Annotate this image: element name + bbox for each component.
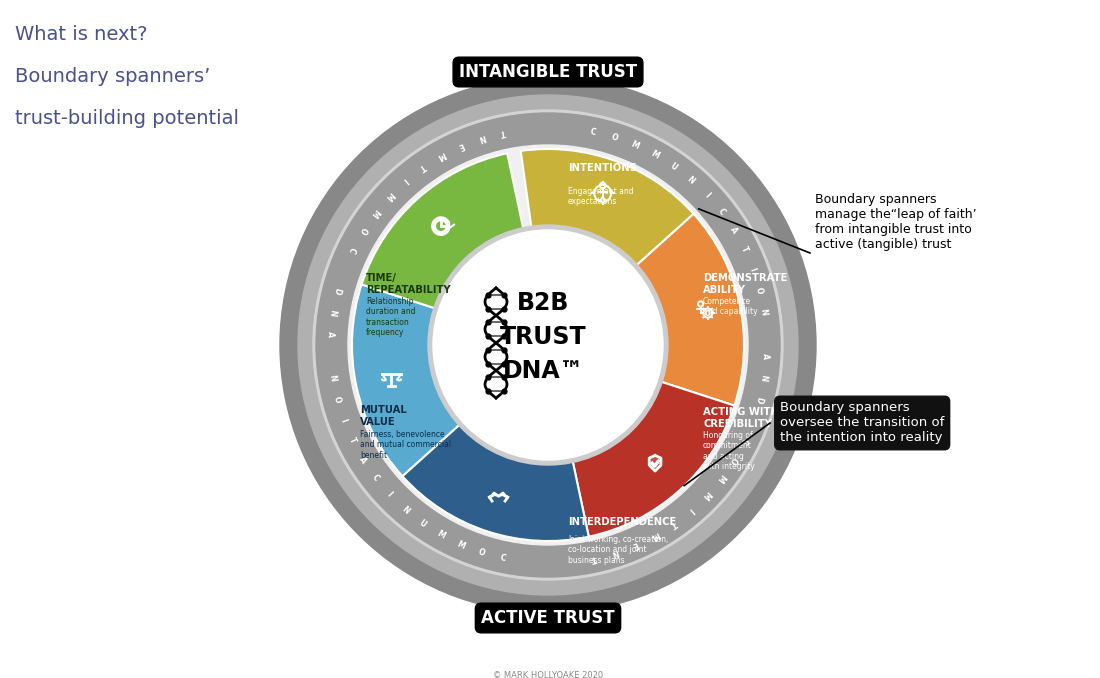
- Text: T: T: [499, 127, 506, 137]
- Text: N: N: [685, 175, 696, 186]
- Text: U: U: [418, 518, 428, 529]
- Text: O: O: [332, 395, 342, 403]
- Text: Joint working, co-creation,
co-location and joint
business plans: Joint working, co-creation, co-location …: [568, 535, 669, 565]
- Text: TIME/
REPEATABILITY: TIME/ REPEATABILITY: [366, 273, 451, 295]
- Text: O: O: [728, 455, 739, 465]
- Text: ACTING WITH
CREDIBILITY: ACTING WITH CREDIBILITY: [703, 407, 779, 428]
- Circle shape: [280, 77, 816, 613]
- Text: C: C: [739, 436, 749, 445]
- Text: M: M: [455, 539, 466, 551]
- Text: T: T: [418, 161, 428, 172]
- Text: O: O: [477, 547, 486, 558]
- Text: I: I: [339, 418, 349, 423]
- Text: trust-building potential: trust-building potential: [15, 109, 239, 128]
- Text: T: T: [590, 553, 597, 563]
- Text: N: N: [610, 547, 619, 558]
- Text: DEMONSTRATE
ABILITY: DEMONSTRATE ABILITY: [703, 273, 788, 295]
- Text: INTERDEPENDENCE: INTERDEPENDENCE: [568, 517, 676, 527]
- Wedge shape: [352, 285, 460, 476]
- Text: A: A: [358, 455, 368, 464]
- Circle shape: [428, 225, 668, 465]
- Text: MUTUAL
VALUE: MUTUAL VALUE: [360, 405, 407, 426]
- Text: N: N: [328, 308, 338, 316]
- Circle shape: [316, 113, 780, 577]
- Text: Fairness, benevolence
and mutual commercial
benefit: Fairness, benevolence and mutual commerc…: [360, 430, 451, 460]
- Text: M: M: [715, 472, 727, 483]
- Text: M: M: [436, 530, 447, 541]
- Text: What is next?: What is next?: [15, 25, 147, 44]
- Text: O: O: [754, 286, 764, 295]
- Circle shape: [348, 145, 748, 545]
- Text: M: M: [436, 149, 447, 161]
- Text: C: C: [370, 473, 381, 483]
- Text: N: N: [759, 308, 769, 316]
- Text: A: A: [326, 331, 334, 337]
- Text: INTENTIONS: INTENTIONS: [568, 163, 637, 173]
- Wedge shape: [403, 424, 588, 541]
- Text: Relationship
duration and
transaction
frequency: Relationship duration and transaction fr…: [366, 297, 416, 337]
- Text: Boundary spanners’: Boundary spanners’: [15, 67, 210, 86]
- Text: O: O: [358, 225, 368, 235]
- Text: A: A: [728, 225, 739, 235]
- Circle shape: [314, 110, 783, 580]
- Text: U: U: [668, 161, 679, 172]
- Text: E: E: [456, 140, 465, 151]
- Wedge shape: [362, 153, 524, 308]
- Text: Competence
and capability: Competence and capability: [703, 297, 758, 317]
- Wedge shape: [572, 382, 735, 537]
- Text: ACTIVE TRUST: ACTIVE TRUST: [481, 609, 615, 627]
- Text: D: D: [754, 395, 764, 403]
- Text: N: N: [759, 374, 769, 382]
- Text: T: T: [669, 518, 679, 529]
- Text: O: O: [610, 132, 619, 142]
- Text: I: I: [402, 176, 409, 184]
- Text: C: C: [715, 207, 726, 217]
- Circle shape: [298, 95, 798, 595]
- Text: M: M: [701, 489, 713, 500]
- Text: E: E: [631, 540, 639, 550]
- Text: INTANGIBLE TRUST: INTANGIBLE TRUST: [459, 63, 637, 81]
- Text: Boundary spanners
oversee the transition of
the intention into reality: Boundary spanners oversee the transition…: [780, 401, 945, 445]
- Text: M: M: [630, 140, 640, 151]
- Text: D: D: [332, 286, 342, 295]
- Text: M: M: [370, 206, 381, 218]
- Text: M: M: [649, 149, 660, 161]
- Text: B2B: B2B: [517, 291, 569, 315]
- Text: T: T: [346, 436, 358, 445]
- Wedge shape: [636, 214, 744, 405]
- Text: N: N: [328, 374, 338, 382]
- Polygon shape: [649, 456, 661, 471]
- Text: I: I: [385, 490, 394, 499]
- Text: C: C: [590, 127, 597, 137]
- Text: DNA™: DNA™: [503, 359, 584, 383]
- Text: Engagement and
expectations: Engagement and expectations: [568, 187, 634, 206]
- Text: C: C: [499, 553, 506, 563]
- Wedge shape: [520, 149, 694, 266]
- Text: © MARK HOLLYOAKE 2020: © MARK HOLLYOAKE 2020: [493, 671, 603, 678]
- Text: I: I: [686, 506, 695, 514]
- Circle shape: [433, 230, 663, 460]
- Text: T: T: [739, 245, 749, 254]
- Text: A: A: [761, 353, 770, 359]
- Text: TRUST: TRUST: [499, 325, 586, 349]
- Text: C: C: [346, 245, 358, 254]
- Text: Boundary spanners
manage the“leap of faith’
from intangible trust into
active (t: Boundary spanners manage the“leap of fai…: [815, 193, 977, 251]
- Text: Honouring of
commitment
and acting
with integrity: Honouring of commitment and acting with …: [703, 431, 755, 471]
- Text: I: I: [748, 266, 757, 273]
- Text: M: M: [384, 189, 395, 201]
- Text: N: N: [400, 504, 410, 515]
- Text: M: M: [649, 530, 660, 541]
- Text: N: N: [477, 132, 486, 142]
- Text: I: I: [702, 191, 711, 199]
